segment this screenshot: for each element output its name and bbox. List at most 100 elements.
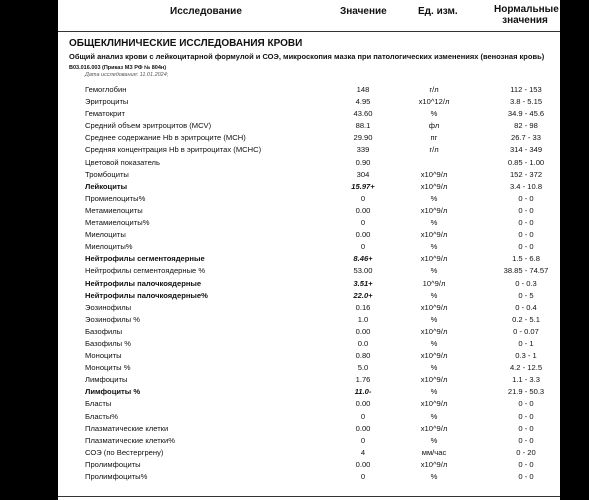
result-range: 152 - 372 [509,169,543,179]
result-range: 34.9 - 45.6 [507,109,545,119]
result-value: 29.90 [353,133,373,143]
result-unit: x10^9/л [420,423,448,433]
result-name: Миелоциты [85,230,126,240]
table-row: Плазматические клетки% 0% 0 - 0 [58,435,560,447]
result-name: Среднее содержание Hb в эритроците (MCH) [85,133,246,143]
analysis-date: Дата исследования: 11.01.2024; [85,72,169,78]
result-value: 4 [360,447,366,457]
table-row: Лимфоциты 1.76 x10^9/л 1.1 - 3.3 [58,374,560,386]
table-row: Средняя концентрация Hb в эритроцитах (M… [58,144,560,156]
result-value: 0.00 [355,205,371,215]
result-name: Средняя концентрация Hb в эритроцитах (M… [85,145,262,155]
result-value: 88.1 [355,121,371,131]
table-row: Эритроциты 4.95 x10^12/л 3.8 - 5.15 [58,96,560,108]
result-range: 0 - 0 [518,205,534,215]
header-unit: Ед. изм. [418,6,458,17]
analysis-name: Общий анализ крови с лейкоцитарной форму… [69,52,545,61]
result-range: 314 - 349 [509,145,543,155]
result-name: Базофилы [85,326,123,336]
table-row: Моноциты % 5.0% 4.2 - 12.5 [58,362,560,374]
result-value: 43.60 [353,109,373,119]
analysis-title: Общий анализ крови с лейкоцитарной форму… [69,52,554,73]
result-name: Нейтрофилы палочкоядерные [85,278,202,288]
result-unit: % [430,472,438,481]
result-value: 148 [356,85,370,94]
result-unit: % [430,290,438,300]
result-range: 0 - 0 [518,218,534,228]
results-table: Гемоглобин 148 г/л 112 - 153 Эритроциты 4.95 x… [58,84,560,483]
result-value: 339 [356,145,370,155]
section-title: ОБЩЕКЛИНИЧЕСКИЕ ИССЛЕДОВАНИЯ КРОВИ [69,38,303,49]
result-value: 0 [360,435,366,445]
result-value: 0 [360,242,366,252]
result-value: 11.0- [354,387,372,397]
result-name: Гематокрит [85,109,125,119]
lab-report-page: Исследование Значение Ед. изм. Нормальны… [58,0,560,500]
result-name: Лимфоциты % [85,387,141,397]
result-range: 0 - 20 [516,447,536,457]
table-row: Среднее содержание Hb в эритроците (MCH)… [58,132,560,144]
result-unit: x10^9/л [420,375,448,385]
analysis-code: B03.016.003 (Приказ МЗ РФ № 804н) [69,65,167,71]
result-value: 0.00 [355,459,371,469]
table-row: Моноциты 0.80 x10^9/л 0.3 - 1 [58,350,560,362]
result-value: 0.90 [355,157,371,167]
header-value: Значение [340,6,387,17]
result-unit: x10^9/л [420,302,448,312]
result-value: 15.97+ [351,181,375,191]
result-range: 38.85 - 74.57 [503,266,549,276]
result-value: 0.16 [355,302,371,312]
result-name: Средний объем эритроцитов (MCV) [85,121,212,131]
result-name: Нейтрофилы сегментоядерные % [85,266,206,276]
table-row: Плазматические клетки 0.00 x10^9/л 0 - 0 [58,423,560,435]
result-range: 0.2 - 5.1 [512,314,540,324]
result-unit: пг [430,133,438,143]
result-value: 0.00 [355,399,371,409]
result-unit: x10^9/л [420,399,448,409]
result-value: 0 [360,472,366,481]
result-unit: фл [428,121,440,131]
table-row: Тромбоциты 304 x10^9/л 152 - 372 [58,169,560,181]
footer-divider [58,496,560,497]
result-unit: 10^9/л [422,278,446,288]
result-unit: % [430,218,438,228]
result-range: 0 - 0 [518,435,534,445]
table-row: Цветовой показатель 0.90 0.85 - 1.00 [58,157,560,169]
result-range: 0 - 0 [518,459,534,469]
result-unit: % [430,314,438,324]
result-unit: % [430,109,438,119]
result-value: 1.76 [355,375,371,385]
result-name: Бласты% [85,411,119,421]
result-name: Пролимфоциты% [85,472,148,481]
result-name: Лейкоциты [85,181,128,191]
table-row: Метамиелоциты% 0% 0 - 0 [58,217,560,229]
result-unit: x10^9/л [420,181,448,191]
result-name: Эозинофилы [85,302,132,312]
table-row: Промиелоциты% 0% 0 - 0 [58,193,560,205]
result-range: 0 - 0 [518,399,534,409]
result-value: 0 [360,193,366,203]
result-name: Моноциты [85,351,122,361]
result-unit: x10^9/л [420,230,448,240]
result-name: Эритроциты [85,97,129,107]
result-unit: % [430,411,438,421]
result-range: 0 - 0 [518,411,534,421]
result-range: 1.5 - 6.8 [512,254,540,264]
result-value: 0.00 [355,423,371,433]
result-unit: % [430,338,438,348]
result-unit: г/л [429,145,439,155]
table-row: Бласты% 0% 0 - 0 [58,411,560,423]
result-value: 0.00 [355,326,371,336]
result-unit: x10^9/л [420,169,448,179]
result-value: 0 [360,411,366,421]
result-range: 26.7 - 33 [511,133,541,143]
result-value: 0.00 [355,230,371,240]
table-row: Нейтрофилы палочкоядерные 3.51+ 10^9/л 0 - … [58,278,560,290]
result-unit: x10^9/л [420,326,448,336]
result-range: 0 - 0.3 [515,278,537,288]
table-row: СОЭ (по Вестергрену) 4 мм/час 0 - 20 [58,447,560,459]
result-name: Плазматические клетки% [85,435,175,445]
table-row: Пролимфоциты% 0% 0 - 0 [58,471,560,483]
result-name: Моноциты % [85,363,131,373]
result-range: 3.8 - 5.15 [509,97,543,107]
